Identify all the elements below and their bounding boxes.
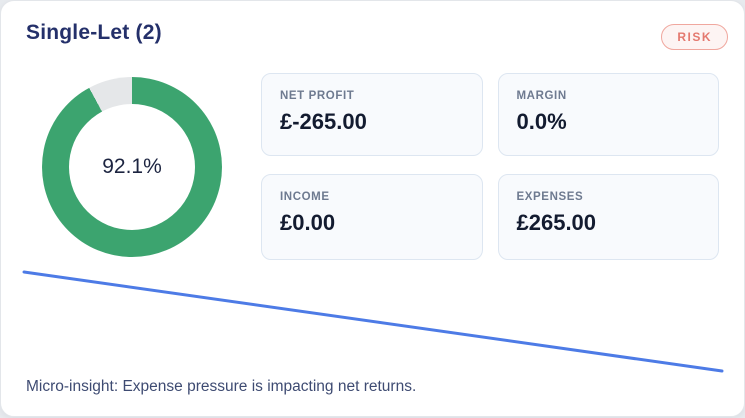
stat-tile-net-profit: NET PROFIT £-265.00	[261, 73, 483, 156]
micro-insight-text: Micro-insight: Expense pressure is impac…	[26, 378, 416, 396]
stats-grid: NET PROFIT £-265.00 MARGIN 0.0% INCOME £…	[261, 73, 719, 260]
stat-label: NET PROFIT	[280, 90, 464, 102]
stat-value: 0.0%	[517, 109, 701, 135]
stat-value: £0.00	[280, 210, 464, 236]
risk-status-badge: RISK	[661, 24, 728, 50]
stat-tile-income: INCOME £0.00	[261, 174, 483, 260]
trend-line	[24, 272, 722, 371]
stat-value: £265.00	[517, 210, 701, 236]
stat-label: MARGIN	[517, 90, 701, 102]
stat-value: £-265.00	[280, 109, 464, 135]
donut-chart: 92.1%	[42, 77, 222, 257]
donut-chart-hole: 92.1%	[69, 104, 195, 230]
stat-tile-margin: MARGIN 0.0%	[498, 73, 720, 156]
stat-label: EXPENSES	[517, 191, 701, 203]
page-title: Single-Let (2)	[26, 21, 162, 45]
stat-tile-expenses: EXPENSES £265.00	[498, 174, 720, 260]
stat-label: INCOME	[280, 191, 464, 203]
donut-percent-label: 92.1%	[102, 155, 162, 179]
